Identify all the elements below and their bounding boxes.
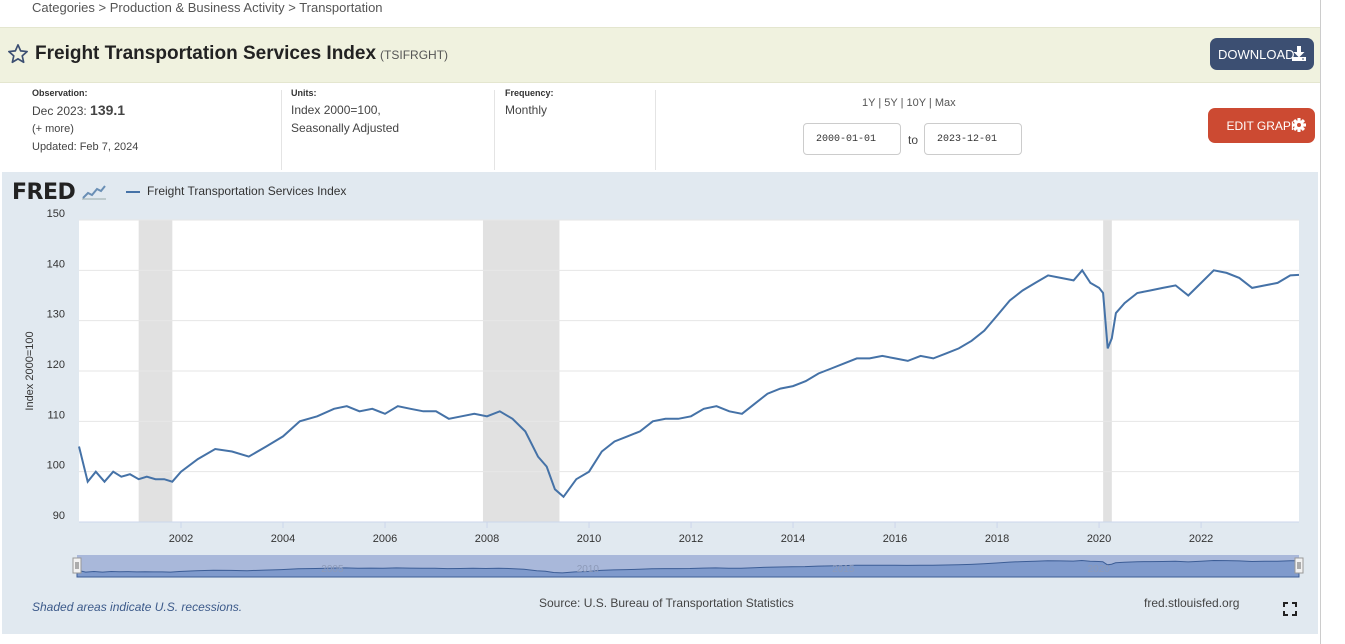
star-icon[interactable]: [7, 43, 29, 65]
chart-legend: Freight Transportation Services Index: [126, 184, 346, 198]
range-max[interactable]: Max: [934, 97, 956, 109]
recession-footnote: Shaded areas indicate U.S. recessions.: [32, 600, 243, 614]
x-tick-label: 2008: [475, 533, 499, 545]
series-line: [78, 268, 1300, 499]
range-selector: 1Y | 5Y | 10Y | Max: [862, 97, 956, 109]
line-chart[interactable]: 90 100 110 120 130 140 150 2002 2004 2006 2008 201…: [2, 172, 1318, 592]
range-separator: |: [925, 97, 935, 109]
breadcrumb: Categories > Production & Business Activ…: [32, 0, 383, 15]
trend-icon: [82, 185, 107, 200]
navigator-label: 2010: [577, 564, 600, 575]
x-tick-label: 2010: [577, 533, 601, 545]
divider: [281, 90, 282, 170]
legend-swatch: [126, 190, 140, 193]
range-separator: |: [897, 97, 907, 109]
x-tick-label: 2022: [1189, 533, 1213, 545]
x-tick-label: 2014: [781, 533, 805, 545]
fullscreen-icon[interactable]: [1283, 602, 1297, 616]
navigator-handle[interactable]: [72, 557, 82, 574]
y-tick-label: 130: [47, 309, 65, 321]
units-block: Units: Index 2000=100, Seasonally Adjust…: [291, 88, 399, 137]
observation-date: Dec 2023:: [32, 104, 87, 118]
breadcrumb-transportation[interactable]: Transportation: [299, 0, 383, 15]
navigator-area: [76, 559, 1300, 578]
frequency-value: Monthly: [505, 103, 548, 117]
fred-logo-text: FRED: [12, 180, 76, 205]
download-button[interactable]: DOWNLOAD: [1210, 38, 1314, 70]
observation-value: 139.1: [90, 102, 126, 118]
navigator-label: 2020: [1088, 564, 1111, 575]
title-bar: Freight Transportation Services Index (TS…: [0, 27, 1320, 83]
start-date-input[interactable]: [803, 123, 901, 155]
range-separator: |: [875, 97, 885, 109]
series-id: (TSIFRGHT): [380, 48, 449, 62]
site-link[interactable]: fred.stlouisfed.org: [1144, 596, 1240, 610]
page-title: Freight Transportation Services Index (TS…: [35, 43, 448, 65]
chart-container: FRED Freight Transportation Services Ind…: [2, 172, 1318, 634]
y-tick-label: 110: [47, 409, 65, 421]
series-title: Freight Transportation Services Index: [35, 43, 377, 64]
y-axis-label: Index 2000=100: [24, 331, 36, 410]
observation-block: Observation: Dec 2023: 139.1 (+ more) Up…: [32, 88, 138, 156]
units-line1: Index 2000=100,: [291, 103, 381, 117]
navigator-handle[interactable]: [1294, 557, 1304, 574]
breadcrumb-separator: >: [288, 0, 296, 15]
x-tick-label: 2020: [1087, 533, 1111, 545]
scrollbar-gutter: [1321, 0, 1345, 644]
x-tick-label: 2018: [985, 533, 1009, 545]
edit-graph-label: EDIT GRAPH: [1226, 119, 1300, 133]
updated-date: Updated: Feb 7, 2024: [32, 141, 139, 153]
observation-label: Observation:: [32, 88, 88, 98]
x-tick-label: 2006: [373, 533, 397, 545]
units-label: Units:: [291, 88, 317, 98]
fred-logo: FRED: [12, 180, 107, 205]
divider: [655, 90, 656, 170]
x-tick-label: 2012: [679, 533, 703, 545]
range-navigator[interactable]: 2005 2010 2015 2020: [72, 555, 1304, 578]
y-tick-label: 100: [47, 460, 65, 472]
y-tick-label: 140: [47, 258, 65, 270]
x-tick-label: 2016: [883, 533, 907, 545]
y-tick-label: 150: [47, 208, 65, 220]
y-tick-label: 90: [53, 510, 65, 522]
more-link[interactable]: (+ more): [32, 123, 74, 135]
legend-label: Freight Transportation Services Index: [147, 184, 347, 198]
navigator-label: 2015: [832, 564, 855, 575]
frequency-label: Frequency:: [505, 88, 554, 98]
breadcrumb-production[interactable]: Production & Business Activity: [109, 0, 285, 15]
end-date-input[interactable]: [924, 123, 1022, 155]
x-tick-label: 2002: [169, 533, 193, 545]
range-10y[interactable]: 10Y: [906, 97, 926, 109]
download-label: DOWNLOAD: [1218, 47, 1295, 62]
divider: [494, 90, 495, 170]
download-icon: [1292, 46, 1306, 61]
gear-icon: [1292, 118, 1306, 132]
y-tick-label: 120: [47, 359, 65, 371]
to-label: to: [908, 133, 919, 147]
breadcrumb-categories[interactable]: Categories: [32, 0, 95, 15]
source-note[interactable]: Source: U.S. Bureau of Transportation St…: [539, 596, 794, 610]
frequency-block: Frequency: Monthly: [505, 88, 554, 119]
navigator-label: 2005: [321, 564, 344, 575]
edit-graph-button[interactable]: EDIT GRAPH: [1208, 108, 1315, 143]
breadcrumb-separator: >: [98, 0, 107, 15]
x-tick-label: 2004: [271, 533, 295, 545]
range-5y[interactable]: 5Y: [884, 97, 898, 109]
range-1y[interactable]: 1Y: [862, 97, 876, 109]
units-line2: Seasonally Adjusted: [291, 121, 400, 135]
